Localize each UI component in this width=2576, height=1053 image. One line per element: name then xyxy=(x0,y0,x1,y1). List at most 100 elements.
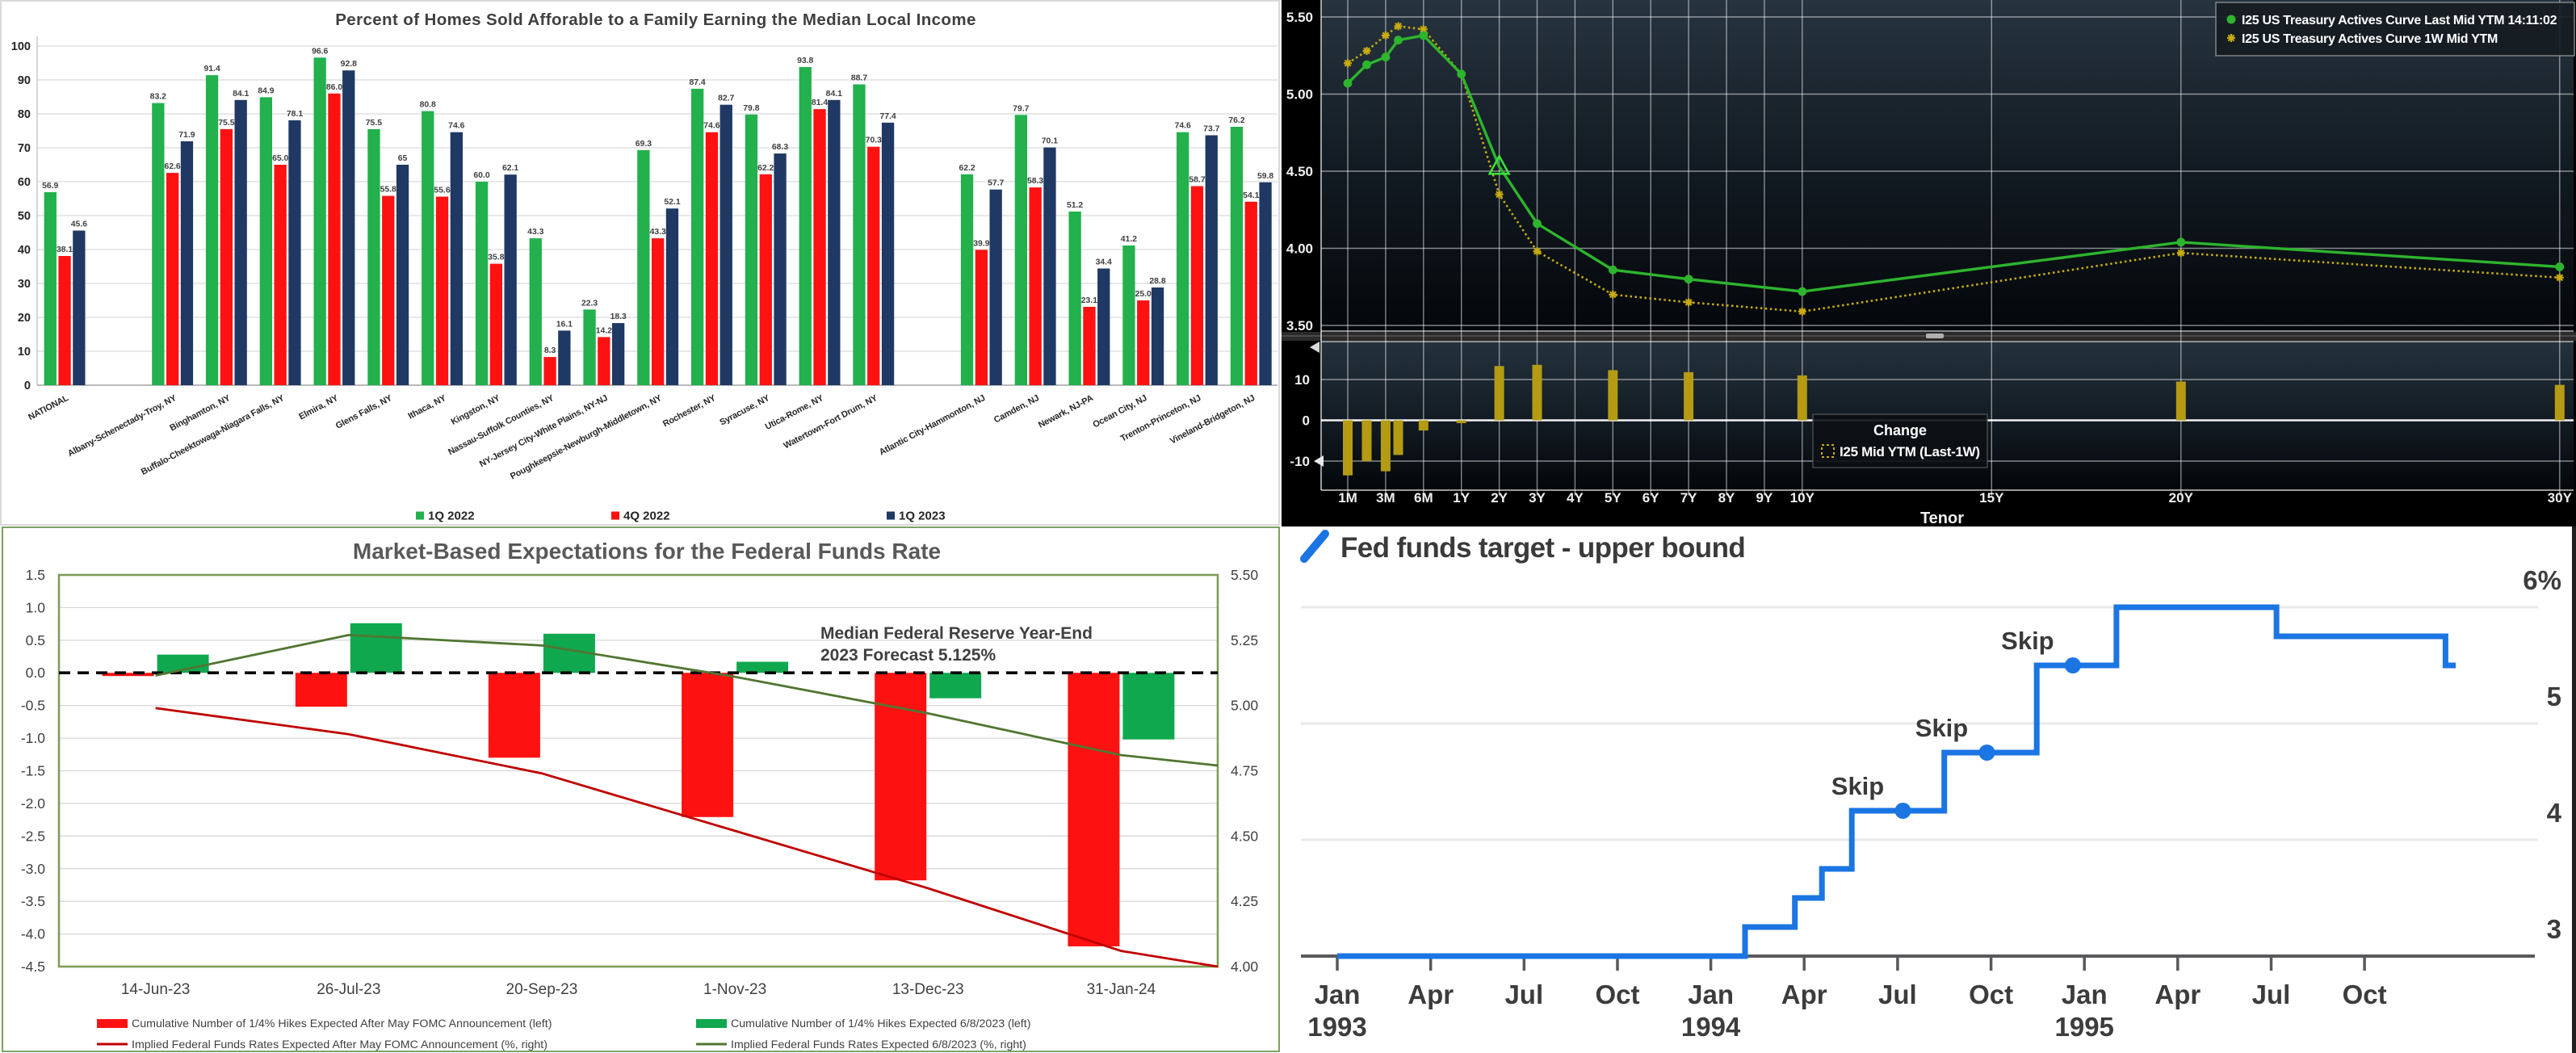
svg-text:60.0: 60.0 xyxy=(473,171,489,180)
svg-text:7Y: 7Y xyxy=(1680,490,1697,506)
svg-text:Skip: Skip xyxy=(1915,714,1968,742)
svg-text:4Y: 4Y xyxy=(1567,490,1584,506)
svg-text:1.0: 1.0 xyxy=(26,599,46,615)
svg-text:35.8: 35.8 xyxy=(488,254,504,262)
svg-text:50: 50 xyxy=(18,210,31,223)
svg-text:20: 20 xyxy=(18,312,31,325)
svg-text:Cumulative Number of 1/4% Hike: Cumulative Number of 1/4% Hikes Expected… xyxy=(731,1017,1030,1030)
svg-text:10: 10 xyxy=(18,346,31,359)
svg-text:Jul: Jul xyxy=(1878,980,1917,1009)
svg-text:Apr: Apr xyxy=(1408,980,1454,1009)
svg-text:NATIONAL: NATIONAL xyxy=(27,393,70,422)
svg-text:14-Jun-23: 14-Jun-23 xyxy=(121,981,191,998)
svg-text:26-Jul-23: 26-Jul-23 xyxy=(317,981,380,998)
svg-text:65.0: 65.0 xyxy=(272,154,288,163)
svg-text:62.1: 62.1 xyxy=(502,164,518,173)
svg-text:Jan: Jan xyxy=(1315,980,1361,1009)
svg-text:3M: 3M xyxy=(1376,490,1395,506)
svg-text:58.3: 58.3 xyxy=(1027,177,1043,186)
svg-text:Elmira, NY: Elmira, NY xyxy=(297,393,340,422)
svg-text:1Q 2022: 1Q 2022 xyxy=(428,510,475,523)
svg-text:70: 70 xyxy=(18,142,31,155)
svg-text:56.9: 56.9 xyxy=(42,182,58,191)
svg-text:30Y: 30Y xyxy=(2548,490,2573,506)
svg-text:62.2: 62.2 xyxy=(959,164,975,173)
svg-text:58.7: 58.7 xyxy=(1189,176,1205,185)
svg-text:-4.5: -4.5 xyxy=(21,959,45,975)
svg-text:59.8: 59.8 xyxy=(1257,172,1273,181)
svg-text:84.1: 84.1 xyxy=(826,90,842,99)
svg-text:-2.5: -2.5 xyxy=(21,828,45,844)
svg-text:79.8: 79.8 xyxy=(743,104,759,113)
svg-text:75.5: 75.5 xyxy=(218,119,234,128)
svg-text:4.75: 4.75 xyxy=(1231,763,1258,779)
svg-text:30: 30 xyxy=(18,278,31,291)
svg-text:5.00: 5.00 xyxy=(1231,698,1258,714)
svg-text:70.1: 70.1 xyxy=(1042,137,1058,146)
svg-text:62.6: 62.6 xyxy=(164,162,180,171)
svg-text:Ithaca, NY: Ithaca, NY xyxy=(406,393,448,422)
svg-text:38.1: 38.1 xyxy=(57,245,73,254)
svg-text:-10: -10 xyxy=(1290,454,1310,469)
svg-text:73.7: 73.7 xyxy=(1203,125,1219,134)
svg-text:Apr: Apr xyxy=(1781,980,1827,1009)
svg-text:Cumulative Number of 1/4% Hike: Cumulative Number of 1/4% Hikes Expected… xyxy=(132,1017,552,1030)
svg-text:5.50: 5.50 xyxy=(1286,10,1313,25)
svg-text:I25 US Treasury Actives Curve: I25 US Treasury Actives Curve Last Mid Y… xyxy=(2242,14,2557,27)
svg-text:84.1: 84.1 xyxy=(233,90,249,99)
svg-text:45.6: 45.6 xyxy=(71,220,87,229)
svg-text:4Q 2022: 4Q 2022 xyxy=(623,510,670,523)
svg-text:77.4: 77.4 xyxy=(879,112,896,121)
svg-text:100: 100 xyxy=(11,40,31,53)
svg-text:93.8: 93.8 xyxy=(797,57,813,65)
svg-text:Tenor: Tenor xyxy=(1920,510,1964,526)
svg-text:1.5: 1.5 xyxy=(26,567,45,583)
svg-text:20-Sep-23: 20-Sep-23 xyxy=(506,981,578,998)
svg-text:9Y: 9Y xyxy=(1756,490,1773,506)
svg-text:3: 3 xyxy=(2547,914,2561,944)
svg-text:-3.5: -3.5 xyxy=(21,893,45,909)
svg-text:Skip: Skip xyxy=(2001,627,2054,655)
svg-text:-3.0: -3.0 xyxy=(21,861,45,877)
svg-text:Jul: Jul xyxy=(1504,980,1543,1009)
svg-text:28.8: 28.8 xyxy=(1149,277,1165,286)
svg-text:22.3: 22.3 xyxy=(581,299,598,308)
svg-text:6%: 6% xyxy=(2523,565,2561,595)
svg-text:Watertown-Fort Drum, NY: Watertown-Fort Drum, NY xyxy=(782,393,880,451)
svg-text:3Y: 3Y xyxy=(1529,490,1546,506)
svg-text:20Y: 20Y xyxy=(2169,490,2194,506)
svg-text:10Y: 10Y xyxy=(1790,490,1815,506)
svg-text:91.4: 91.4 xyxy=(203,65,220,73)
svg-text:68.3: 68.3 xyxy=(772,143,788,152)
svg-text:69.3: 69.3 xyxy=(636,140,652,149)
svg-text:80: 80 xyxy=(18,108,31,121)
svg-text:55.8: 55.8 xyxy=(380,186,396,195)
svg-text:Oct: Oct xyxy=(2343,980,2387,1009)
svg-text:1994: 1994 xyxy=(1681,1012,1741,1042)
svg-text:Skip: Skip xyxy=(1831,772,1884,800)
svg-text:8.3: 8.3 xyxy=(544,346,556,355)
svg-text:14.2: 14.2 xyxy=(596,326,612,335)
svg-text:Albany-Schenectady-Troy, NY: Albany-Schenectady-Troy, NY xyxy=(66,393,178,459)
svg-text:71.9: 71.9 xyxy=(178,131,195,140)
svg-text:43.3: 43.3 xyxy=(650,228,666,237)
svg-text:74.6: 74.6 xyxy=(1175,122,1191,131)
svg-text:Jan: Jan xyxy=(2062,980,2108,1009)
svg-text:Median Federal Reserve Year-En: Median Federal Reserve Year-End xyxy=(820,624,1093,643)
svg-text:84.9: 84.9 xyxy=(258,86,274,95)
svg-text:1-Nov-23: 1-Nov-23 xyxy=(703,981,766,998)
svg-text:I25 Mid YTM (Last-1W): I25 Mid YTM (Last-1W) xyxy=(1840,444,1980,459)
svg-text:86.0: 86.0 xyxy=(326,83,342,92)
svg-text:0.0: 0.0 xyxy=(26,665,46,681)
svg-text:23.1: 23.1 xyxy=(1081,296,1097,305)
svg-text:60: 60 xyxy=(18,176,31,189)
svg-text:4.25: 4.25 xyxy=(1231,893,1258,909)
svg-text:6M: 6M xyxy=(1414,490,1433,506)
svg-text:76.2: 76.2 xyxy=(1228,116,1244,125)
svg-text:51.2: 51.2 xyxy=(1067,201,1083,210)
svg-text:-1.5: -1.5 xyxy=(21,763,45,779)
svg-text:5: 5 xyxy=(2547,682,2561,711)
svg-text:55.6: 55.6 xyxy=(434,187,450,195)
svg-text:Oct: Oct xyxy=(1595,980,1639,1009)
svg-text:3.50: 3.50 xyxy=(1286,318,1313,334)
